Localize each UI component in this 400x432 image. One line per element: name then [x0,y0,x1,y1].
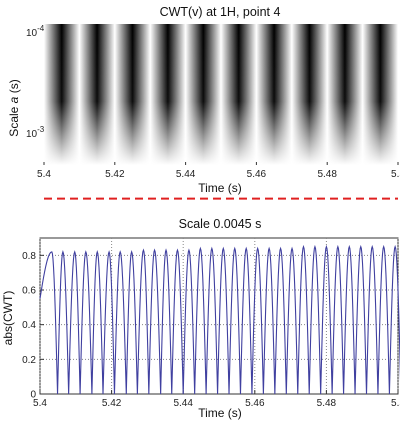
bottom-y-tick-label: 0.4 [22,320,36,331]
bottom-x-tick-label: 5.46 [245,398,265,409]
bottom-x-axis-label: Time (s) [198,406,242,420]
bottom-x-tick-label: 5.44 [173,398,193,409]
svg-text:10-3: 10-3 [26,125,45,140]
top-x-tick-label: 5.5 [391,169,400,180]
top-x-tick-label: 5.44 [176,169,196,180]
bottom-y-tick-label: 0.8 [22,251,36,262]
scalogram-fade [44,24,398,165]
scalogram-plot-area [44,24,398,165]
bottom-y-tick-label: 0.6 [22,286,36,297]
top-y-axis-label: Scale a (s) [7,79,21,136]
top-x-ticks: 5.4 5.42 5.44 5.46 5.48 5.5 [37,162,400,180]
bottom-x-tick-label: 5.4 [33,398,47,409]
top-x-axis-label: Time (s) [198,181,242,195]
bottom-chart-title: Scale 0.0045 s [179,217,262,231]
top-x-tick-label: 5.48 [317,169,337,180]
bottom-x-tick-label: 5.5 [391,398,400,409]
top-y-tick-upper: 10-4 [26,24,45,39]
bottom-x-tick-label: 5.48 [317,398,337,409]
bottom-y-tick-label: 0.2 [22,355,36,366]
bottom-grid [39,238,399,394]
bottom-ticks: 5.4 5.42 5.44 5.46 5.48 5.5 0 0.2 0.4 0.6 0.8 [22,251,400,409]
bottom-x-tick-label: 5.42 [102,398,122,409]
top-x-tick-label: 5.46 [247,169,267,180]
top-y-tick-lower: 10-3 [26,125,45,140]
bottom-plot-area [39,237,399,395]
top-x-tick-label: 5.4 [37,169,51,180]
bottom-y-axis-label: abs(CWT) [1,291,15,346]
svg-text:10-4: 10-4 [26,24,45,39]
abs-cwt-series-line [39,244,400,395]
bottom-y-tick-label: 0 [30,390,36,401]
top-chart-title: CWT(v) at 1H, point 4 [160,5,281,19]
top-x-tick-label: 5.42 [105,169,125,180]
